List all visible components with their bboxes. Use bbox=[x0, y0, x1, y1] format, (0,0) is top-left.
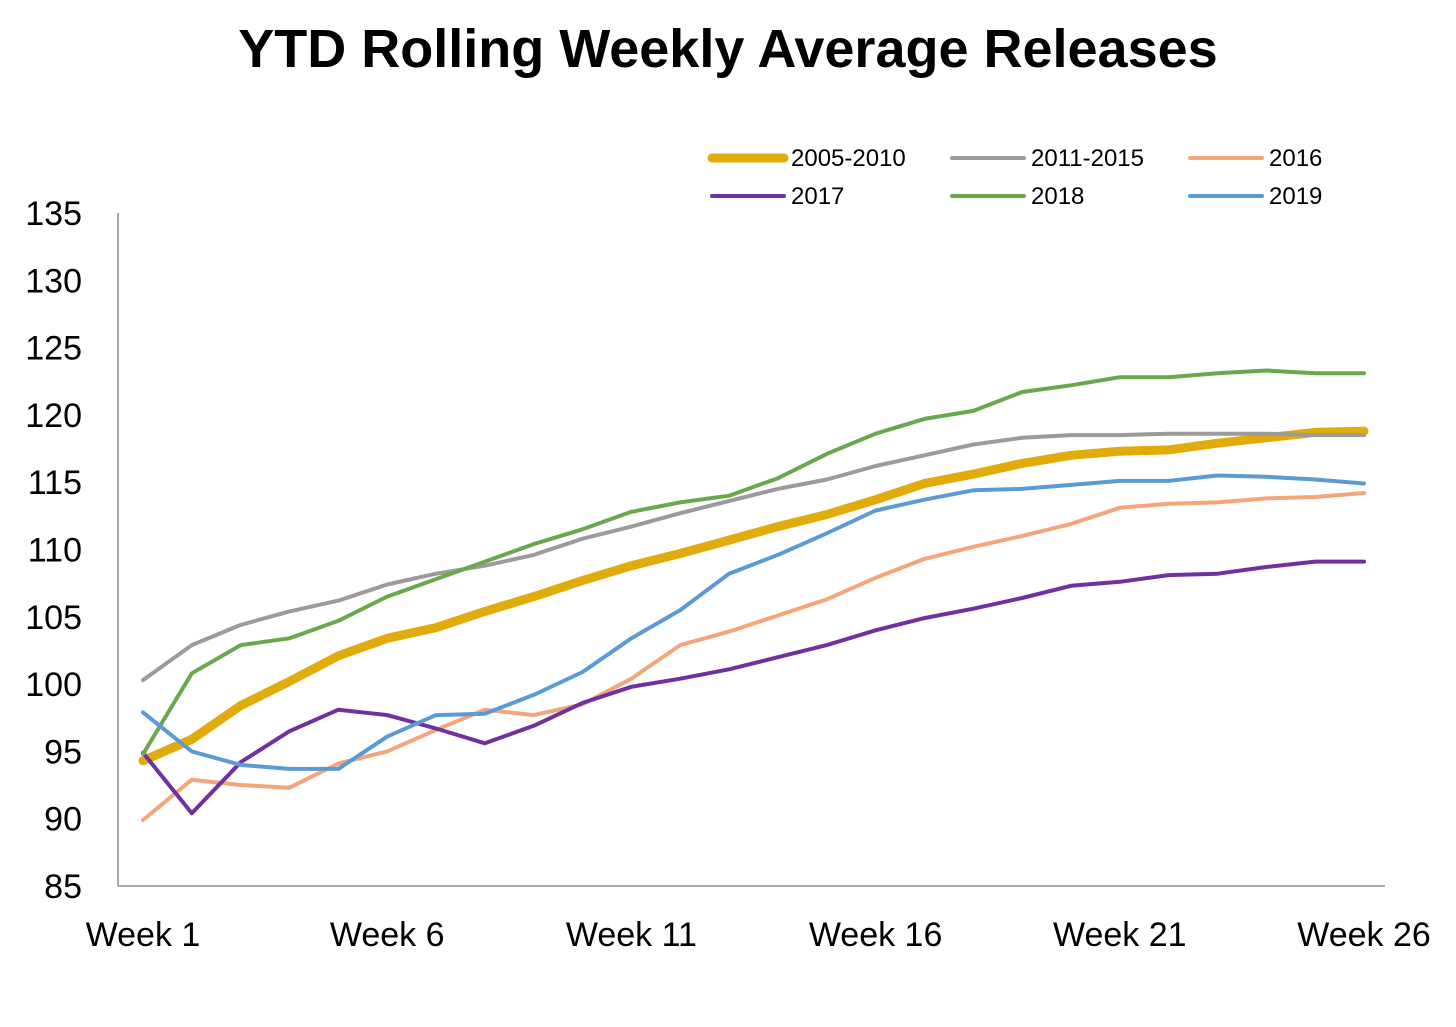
legend-label-2019: 2019 bbox=[1269, 183, 1322, 210]
x-tick-label: Week 16 bbox=[809, 916, 943, 954]
x-axis-tick-labels: Week 1 Week 6 Week 11 Week 16 Week 21 Week 26 bbox=[86, 916, 1431, 954]
series-line-2011-2015 bbox=[141, 431, 1366, 683]
y-tick-label: 130 bbox=[25, 262, 82, 300]
legend-label-2017: 2017 bbox=[791, 183, 844, 210]
x-tick-label: Week 6 bbox=[330, 916, 445, 954]
x-tick-label: Week 26 bbox=[1297, 916, 1431, 954]
series-line-2005-2010 bbox=[138, 426, 1369, 766]
series-line-2018 bbox=[141, 368, 1366, 757]
y-tick-label: 135 bbox=[25, 195, 82, 233]
legend: 2005-2010 2011-2015 2016 2017 2018 2019 bbox=[707, 145, 1322, 210]
y-tick-label: 115 bbox=[28, 464, 82, 502]
y-axis-tick-labels: 85 90 95 100 105 110 115 120 125 130 135 bbox=[25, 195, 82, 906]
legend-label-2011-2015: 2011-2015 bbox=[1031, 145, 1144, 172]
series-lines bbox=[138, 368, 1369, 822]
series-line-2017 bbox=[141, 559, 1366, 816]
x-tick-label: Week 1 bbox=[86, 916, 201, 954]
y-tick-label: 90 bbox=[44, 801, 82, 839]
chart-title: YTD Rolling Weekly Average Releases bbox=[238, 19, 1218, 79]
y-tick-label: 100 bbox=[25, 666, 82, 704]
y-tick-label: 105 bbox=[25, 599, 82, 637]
series-line-2016 bbox=[141, 491, 1366, 822]
x-tick-label: Week 11 bbox=[566, 916, 697, 954]
axes bbox=[117, 213, 1385, 887]
legend-label-2005-2010: 2005-2010 bbox=[791, 145, 906, 172]
legend-label-2016: 2016 bbox=[1269, 145, 1322, 172]
legend-label-2018: 2018 bbox=[1031, 183, 1084, 210]
series-line-2019 bbox=[141, 473, 1366, 771]
y-tick-label: 85 bbox=[44, 868, 82, 906]
y-tick-label: 125 bbox=[25, 330, 82, 368]
y-tick-label: 95 bbox=[44, 733, 82, 771]
x-tick-label: Week 21 bbox=[1053, 916, 1187, 954]
y-tick-label: 110 bbox=[28, 532, 82, 570]
y-tick-label: 120 bbox=[25, 397, 82, 435]
